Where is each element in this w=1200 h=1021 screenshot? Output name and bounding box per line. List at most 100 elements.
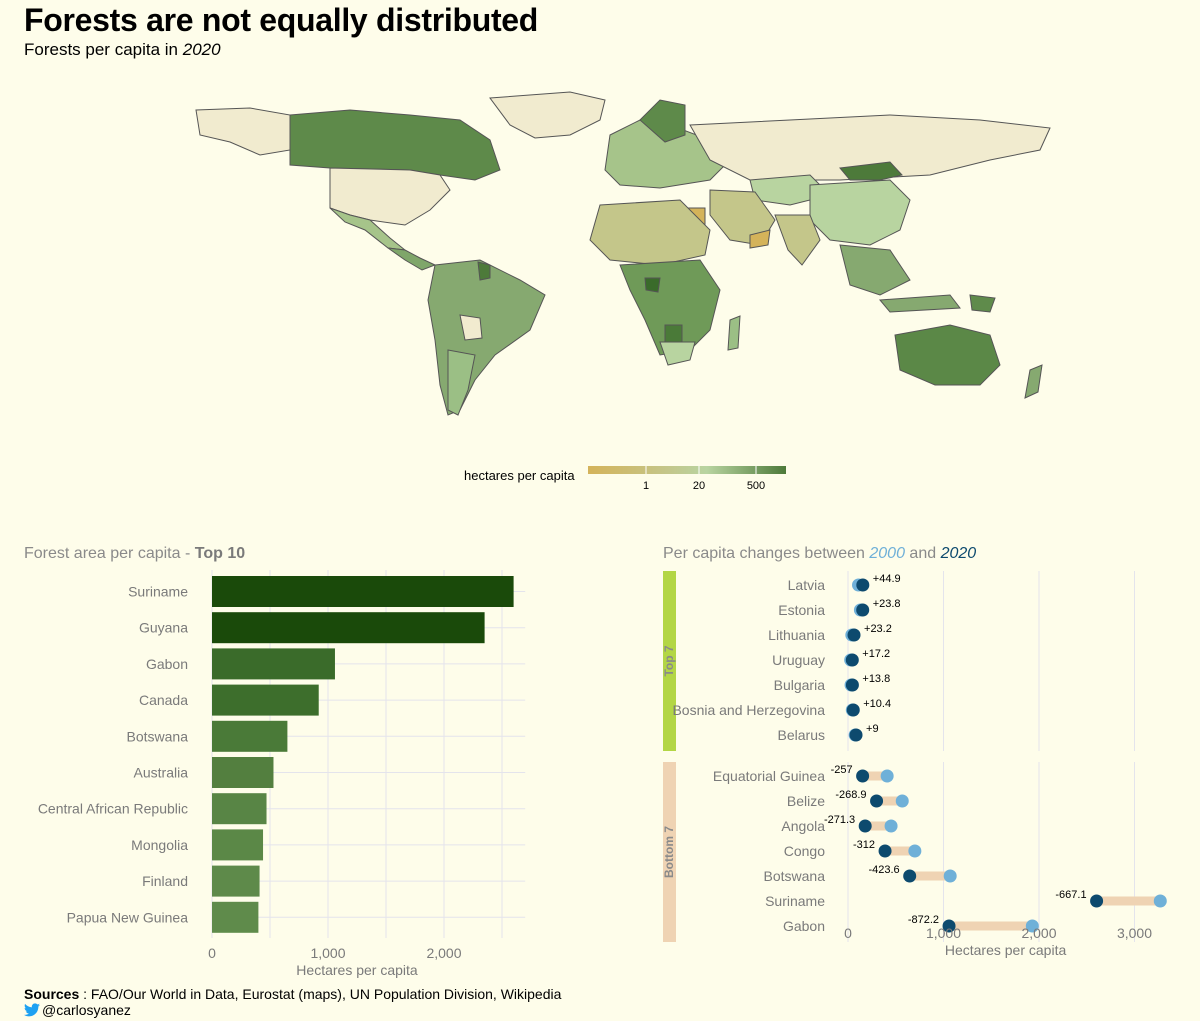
dot-2020 — [845, 678, 859, 692]
dumbbell-panel-title: Per capita changes between 2000 and 2020 — [663, 545, 976, 563]
map-alaska — [195, 107, 291, 156]
map-yemen — [749, 229, 771, 249]
change-label: +13.8 — [862, 673, 890, 685]
dumbbell-country-label: Botswana — [764, 868, 826, 884]
sources-label: Sources — [24, 986, 80, 1002]
dot-2000 — [884, 819, 898, 833]
dot-2020 — [856, 769, 870, 783]
bar-category-label: Suriname — [128, 584, 188, 600]
bar-category-label: Papua New Guinea — [67, 909, 189, 925]
map-russia — [689, 114, 1051, 181]
bar-panel-title: Forest area per capita - Top 10 — [24, 545, 245, 563]
bar — [212, 793, 267, 825]
map-africa-north — [589, 199, 711, 266]
group-label: Top 7 — [662, 645, 676, 676]
bar-category-label: Guyana — [139, 620, 188, 636]
footer: Sources : FAO/Our World in Data, Eurosta… — [24, 986, 561, 1018]
change-label: +9 — [866, 723, 879, 735]
map-legend: hectares per capita 1 20 500 — [464, 466, 786, 492]
change-label: -257 — [831, 764, 853, 776]
sources-text: : FAO/Our World in Data, Eurostat (maps)… — [79, 986, 562, 1002]
dumbbell-year-2000: 2000 — [869, 545, 905, 562]
change-label: -271.3 — [824, 814, 855, 826]
bar — [212, 612, 485, 644]
bar — [212, 901, 259, 933]
change-label: -268.9 — [835, 789, 866, 801]
bar — [212, 576, 514, 607]
dumbbell-country-label: Latvia — [788, 577, 826, 593]
bar-category-label: Finland — [142, 873, 188, 889]
bar — [212, 865, 260, 897]
twitter-handle[interactable]: @carlosyanez — [24, 1002, 561, 1018]
change-label: +23.8 — [873, 598, 901, 610]
dumbbell-country-label: Uruguay — [772, 652, 825, 668]
group-label: Bottom 7 — [662, 826, 676, 878]
dumbbell-country-label: Angola — [781, 818, 825, 834]
dumbbell-country-label: Equatorial Guinea — [713, 768, 825, 784]
dot-2020 — [858, 819, 872, 833]
dot-2000 — [880, 769, 894, 783]
legend-title: hectares per capita — [464, 468, 575, 483]
dumbbell-x-tick-label: 0 — [844, 925, 852, 941]
page-subtitle: Forests per capita in 2020 — [24, 40, 221, 60]
dot-2020 — [1090, 894, 1104, 908]
legend-tick-label: 20 — [693, 480, 705, 492]
top10-bar-chart: Suriname Guyana Gabon Canada Botswana Austral… — [38, 570, 526, 978]
map-papua — [969, 294, 996, 313]
map-australia — [894, 324, 1001, 386]
bar-category-label: Central African Republic — [38, 801, 188, 817]
dumbbell-and: and — [909, 545, 937, 562]
map-indonesia — [878, 294, 961, 313]
dot-2000 — [895, 794, 909, 808]
dot-2020 — [903, 869, 917, 883]
dumbbell-country-label: Suriname — [765, 893, 825, 909]
map-central-america — [387, 247, 437, 271]
change-label: +23.2 — [864, 623, 892, 635]
map-bolivia — [459, 314, 483, 341]
dot-2000 — [943, 869, 957, 883]
bar-x-axis-label: Hectares per capita — [296, 962, 418, 978]
change-label: -872.2 — [908, 914, 939, 926]
bar-category-label: Australia — [134, 765, 189, 781]
bar — [212, 720, 288, 752]
dot-2020 — [847, 628, 861, 642]
dumbbell-x-tick-label: 2,000 — [1021, 925, 1056, 941]
dot-2020 — [878, 844, 892, 858]
bar-category-label: Canada — [139, 692, 188, 708]
subtitle-prefix: Forests per capita in — [24, 40, 179, 59]
bar — [212, 757, 274, 788]
dot-2020 — [870, 794, 884, 808]
map-new-zealand — [1024, 364, 1043, 399]
bar-x-tick-label: 2,000 — [426, 945, 461, 961]
change-label: -312 — [853, 839, 875, 851]
change-label: +17.2 — [862, 648, 890, 660]
bar-category-label: Botswana — [127, 728, 189, 744]
map-canada — [289, 109, 501, 181]
change-label: +44.9 — [873, 573, 901, 585]
bar — [212, 829, 264, 861]
twitter-bird-icon — [24, 1003, 40, 1017]
bar-panel-title-prefix: Forest area per capita - — [24, 545, 195, 562]
dot-2020 — [845, 653, 859, 667]
dumbbell-country-label: Belarus — [778, 727, 825, 743]
dumbbell-x-tick-label: 3,000 — [1117, 925, 1152, 941]
dot-2000 — [1153, 894, 1167, 908]
map-russia-east — [839, 161, 903, 181]
dumbbell-x-tick-label: 1,000 — [926, 925, 961, 941]
dumbbell-country-label: Lithuania — [768, 627, 825, 643]
map-gabon — [644, 277, 661, 293]
group-strip — [663, 762, 676, 942]
map-greenland — [489, 91, 606, 139]
dot-2020 — [856, 578, 870, 592]
dot-2020 — [856, 603, 870, 617]
map-south-africa — [659, 341, 696, 366]
dumbbell-country-label: Gabon — [783, 918, 825, 934]
sources-line: Sources : FAO/Our World in Data, Eurosta… — [24, 986, 561, 1002]
map-china — [809, 179, 911, 246]
handle-text: @carlosyanez — [42, 1002, 131, 1018]
legend-tick-label: 1 — [643, 480, 649, 492]
page-title: Forests are not equally distributed — [24, 2, 539, 38]
change-label: +10.4 — [863, 698, 891, 710]
bar-category-label: Mongolia — [131, 837, 188, 853]
dumbbell-country-label: Belize — [787, 793, 825, 809]
